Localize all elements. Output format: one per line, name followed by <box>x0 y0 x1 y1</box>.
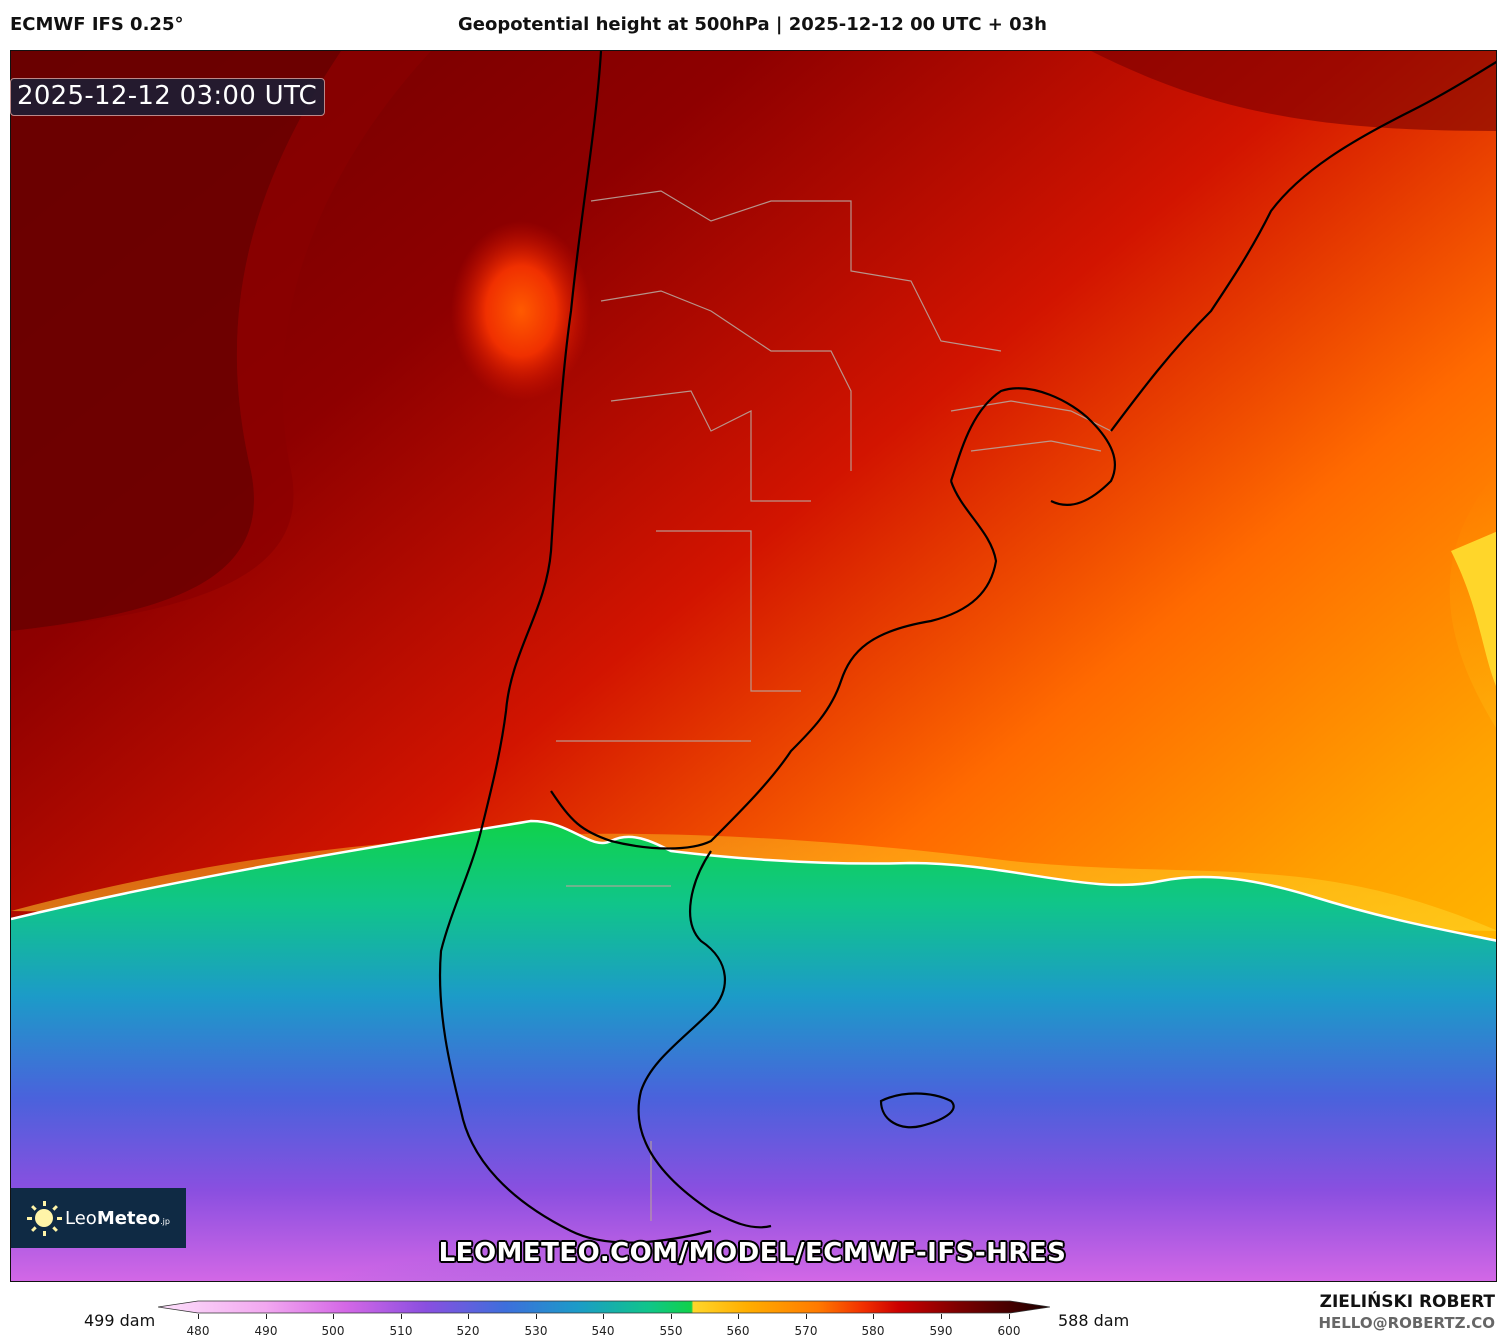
tick-label: 590 <box>929 1324 953 1338</box>
tick-label: 490 <box>254 1324 278 1338</box>
map-panel[interactable] <box>10 50 1497 1282</box>
geopotential-field <box>11 51 1496 1281</box>
tick-label: 580 <box>861 1324 885 1338</box>
chart-title: Geopotential height at 500hPa | 2025-12-… <box>457 14 1048 35</box>
tick-label: 540 <box>591 1324 615 1338</box>
leometeo-logo[interactable]: LeoMeteo.jp <box>11 1188 186 1248</box>
coastlines <box>438 51 1496 1244</box>
author-name: ZIELIŃSKI ROBERT <box>1319 1292 1495 1312</box>
tick-label: 570 <box>794 1324 818 1338</box>
model-label: ECMWF IFS 0.25° <box>10 14 184 35</box>
colorbar-ticks: 480 490 500 510 520 530 540 550 560 570 … <box>0 1314 1505 1338</box>
valid-time-badge: 2025-12-12 03:00 UTC <box>10 78 326 116</box>
sun-icon <box>26 1200 62 1236</box>
contour-552-line <box>11 819 1496 942</box>
colorbar <box>158 1300 1050 1314</box>
max-value-label: 588 dam <box>1058 1311 1130 1330</box>
author-email[interactable]: HELLO@ROBERTZ.CO <box>1318 1314 1495 1332</box>
tick-label: 600 <box>997 1324 1021 1338</box>
logo-text: LeoMeteo.jp <box>65 1207 170 1229</box>
tick-label: 560 <box>726 1324 750 1338</box>
tick-label: 520 <box>456 1324 480 1338</box>
admin-borders <box>556 190 1112 1221</box>
tick-label: 550 <box>659 1324 683 1338</box>
source-watermark: LEOMETEO.COM/MODEL/ECMWF-IFS-HRES <box>438 1238 1067 1268</box>
tick-label: 510 <box>389 1324 413 1338</box>
tick-label: 500 <box>321 1324 345 1338</box>
min-value-label: 499 dam <box>84 1311 156 1330</box>
tick-label: 530 <box>524 1324 548 1338</box>
tick-label: 480 <box>186 1324 210 1338</box>
